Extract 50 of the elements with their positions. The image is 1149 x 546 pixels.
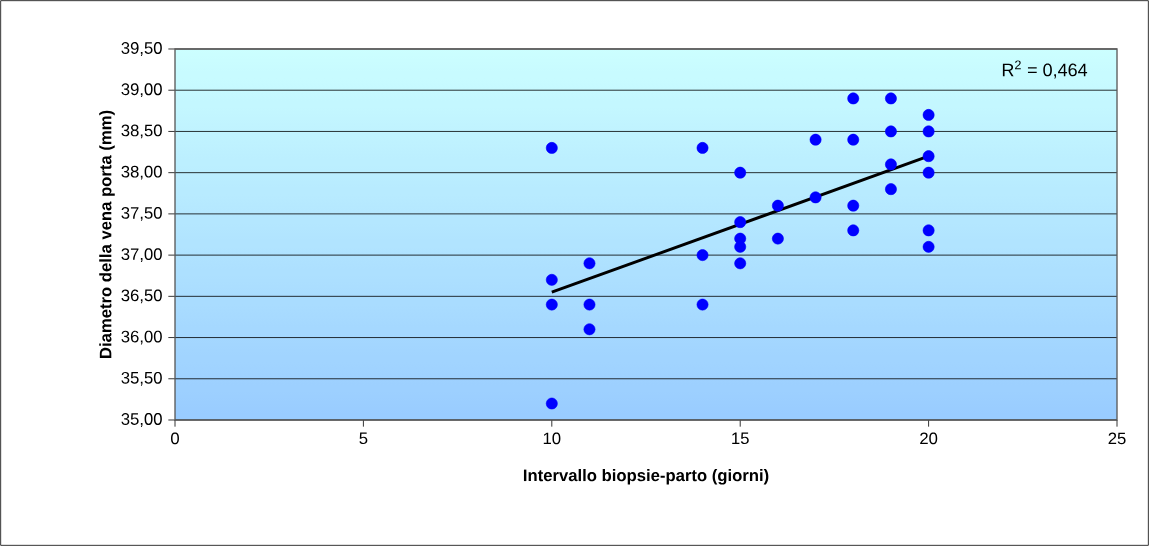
x-tick-label: 10 — [543, 432, 561, 445]
point — [847, 224, 860, 237]
point — [922, 150, 935, 163]
y-tick-label: 35,00 — [121, 413, 162, 427]
annotation: R$^{2}$ = 0,464 — [1002, 60, 1088, 79]
point — [545, 142, 558, 154]
point — [847, 133, 860, 146]
y-tick-label: 36,50 — [121, 289, 162, 304]
y-tick-label: 38,00 — [121, 165, 162, 180]
y-tick-label: 39,00 — [121, 83, 162, 98]
point — [922, 166, 935, 179]
point — [583, 298, 596, 311]
y-tick-label: 37,00 — [121, 248, 162, 262]
x-tick-label: 5 — [359, 432, 368, 445]
point — [922, 224, 935, 237]
x-tick-label: 0 — [171, 432, 179, 445]
point — [809, 133, 822, 146]
point — [809, 191, 822, 204]
x-axis-title: Intervallo biopsie-parto (giorni) — [523, 468, 769, 485]
point — [922, 240, 935, 253]
point — [922, 125, 935, 138]
y-tick-label: 38,50 — [121, 124, 162, 139]
point — [922, 109, 935, 121]
point — [696, 298, 709, 311]
point — [772, 232, 784, 245]
point — [545, 397, 558, 410]
y-tick-label: 37,50 — [121, 207, 162, 221]
x-tick-label: 20 — [920, 432, 938, 445]
point — [545, 273, 558, 286]
point — [734, 216, 747, 228]
point — [885, 183, 897, 196]
point — [696, 142, 709, 154]
point — [772, 199, 784, 212]
point — [847, 199, 860, 212]
point — [696, 249, 709, 261]
point — [885, 158, 897, 171]
point — [583, 323, 596, 336]
point — [885, 125, 897, 138]
x-tick-label: 25 — [1108, 432, 1126, 445]
y-tick-label: 35,50 — [121, 371, 162, 386]
point — [734, 166, 747, 179]
point — [734, 257, 747, 270]
y-tick-label: 39,50 — [121, 42, 162, 56]
x-tick-label: 15 — [732, 432, 749, 445]
point — [583, 257, 596, 270]
y-axis-title: Diametro della vena porta (mm) — [99, 110, 115, 358]
point — [885, 92, 897, 105]
y-tick-label: 36,00 — [121, 330, 162, 345]
point — [847, 92, 860, 105]
point — [545, 298, 558, 311]
